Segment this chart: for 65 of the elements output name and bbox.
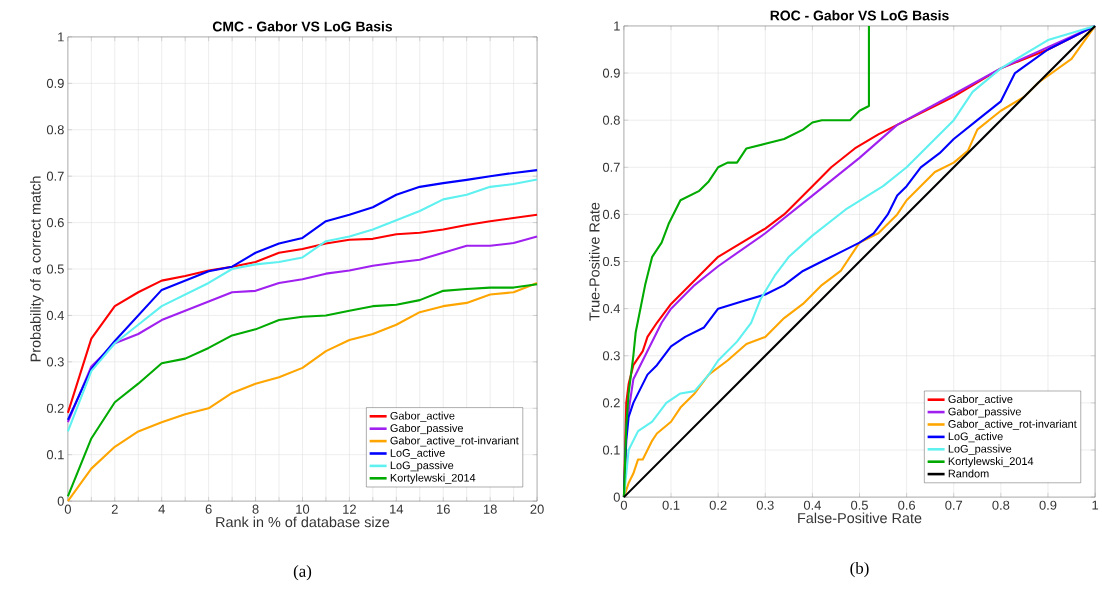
x-tick-label: 0.6 [898, 500, 916, 510]
x-tick-label: 0 [64, 504, 71, 514]
chart-title: ROC - Gabor VS LoG Basis [770, 10, 949, 21]
legend-label: Gabor_passive [390, 424, 463, 435]
x-tick-label: 6 [205, 504, 212, 514]
y-tick-label: 0.9 [46, 78, 64, 88]
y-tick-label: 0.8 [602, 115, 620, 125]
y-tick-label: 0.1 [602, 445, 620, 455]
legend-label: LoG_passive [948, 444, 1012, 455]
y-tick-label: 0.2 [602, 398, 620, 408]
x-tick-label: 0.2 [709, 500, 727, 510]
y-tick-label: 1 [614, 21, 620, 31]
legend-label: Gabor_active_rot-invariant [390, 436, 519, 447]
y-tick-label: 0.7 [602, 162, 620, 172]
x-tick-label: 0.3 [756, 500, 774, 510]
x-tick-label: 0.4 [803, 500, 821, 510]
line-series [66, 235, 539, 424]
y-tick-label: 0.4 [46, 310, 64, 321]
x-tick-label: 0.7 [945, 500, 963, 510]
x-tick-label: 4 [158, 504, 165, 514]
text: (a) [293, 565, 312, 581]
y-tick-label: 0.8 [46, 125, 64, 135]
y-tick-label: 0.1 [46, 450, 64, 460]
y-tick-label: 0.7 [46, 171, 64, 181]
x-tick-label: 18 [483, 504, 497, 514]
x-tick-label: 14 [390, 504, 404, 514]
legend-label: Kortylewski_2014 [948, 457, 1034, 468]
x-axis-title: False-Positive Rate [798, 512, 922, 524]
chart-title: CMC - Gabor VS LoG Basis [212, 21, 393, 32]
legend-label: Gabor_active [948, 395, 1013, 406]
y-tick-label: 0.9 [602, 68, 620, 78]
y-tick-label: 1 [58, 32, 64, 42]
x-tick-label: 0.5 [851, 500, 868, 510]
legend-label: LoG_passive [390, 461, 454, 472]
y-tick-label: 0.3 [602, 351, 620, 361]
y-tick-label: 0.6 [46, 218, 64, 228]
x-tick-label: 10 [296, 504, 310, 514]
y-tick-label: 0.2 [46, 403, 64, 413]
x-tick-label: 0.9 [1039, 500, 1057, 510]
y-tick-label: 0.4 [602, 304, 621, 314]
x-axis-title: Rank in % of database size [216, 516, 390, 528]
x-tick-label: 0.1 [662, 500, 680, 510]
y-tick-label: 0.6 [602, 209, 620, 220]
x-tick-label: 1 [1092, 500, 1099, 510]
y-tick-label: 0.3 [46, 357, 64, 367]
x-tick-label: 0.8 [992, 500, 1010, 510]
x-tick-label: 0 [620, 500, 628, 510]
x-tick-label: 12 [343, 504, 356, 514]
x-tick-label: 2 [111, 504, 118, 514]
legend-label: LoG_active [390, 448, 445, 459]
legend-label: Random [948, 469, 989, 478]
y-axis-title: True-Positive Rate [589, 202, 600, 321]
text: (b) [850, 561, 869, 578]
y-axis-title: Probability of a correct match [30, 176, 44, 362]
legend-label: Gabor_active [390, 411, 455, 422]
legend-label: Gabor_active_rot-invariant [948, 419, 1077, 430]
y-tick-label: 0.5 [602, 256, 620, 267]
x-tick-label: 16 [437, 504, 450, 514]
legend-label: Kortylewski_2014 [390, 473, 476, 484]
x-tick-label: 20 [530, 504, 544, 514]
y-tick-label: 0 [613, 492, 620, 502]
y-tick-label: 0.5 [46, 264, 64, 274]
legend-label: Gabor_passive [948, 407, 1021, 418]
x-tick-label: 8 [252, 504, 259, 514]
legend-label: LoG_active [948, 432, 1003, 443]
